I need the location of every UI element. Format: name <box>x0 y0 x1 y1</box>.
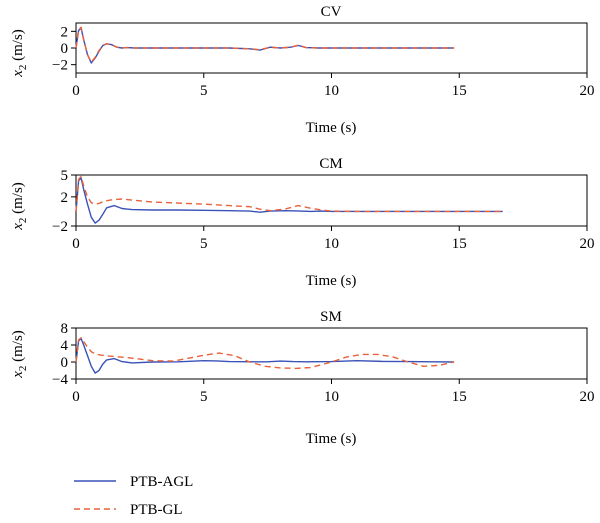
legend-label-ptb-agl: PTB-AGL <box>130 474 193 490</box>
series-line-ptb-gl <box>75 337 455 370</box>
legend: PTB-AGL PTB-GL <box>74 474 193 518</box>
y-axis-label-var: x <box>10 371 26 379</box>
y-axis-label-sub: 2 <box>17 366 29 372</box>
x-axis-label: Time (s) <box>306 273 357 289</box>
panel-title: CV <box>321 4 342 20</box>
y-axis-label-var: x <box>10 70 26 78</box>
y-axis-label-unit: (m/s) <box>10 330 26 362</box>
x-tick-label: 5 <box>200 236 208 252</box>
y-axis-label: x2 (m/s) <box>10 182 29 231</box>
svg-text:x2 (m/s): x2 (m/s) <box>10 330 29 379</box>
y-tick-label: 8 <box>61 321 69 337</box>
y-tick-label: 0 <box>61 355 69 371</box>
x-tick-label: 0 <box>72 389 80 405</box>
x-tick-label: 0 <box>72 83 80 99</box>
svg-text:x2 (m/s): x2 (m/s) <box>10 182 29 231</box>
x-tick-label: 10 <box>324 389 339 405</box>
y-tick-label: −4 <box>52 372 68 388</box>
y-axis-label-var: x <box>10 223 26 231</box>
x-tick-label: 15 <box>452 389 467 405</box>
series-line-ptb-gl <box>75 26 455 63</box>
y-axis-label-sub: 2 <box>17 65 29 71</box>
y-tick-label: 2 <box>61 24 69 40</box>
series-line-ptb-agl <box>75 337 455 374</box>
axes-frame <box>75 327 588 380</box>
x-tick-label: 15 <box>452 83 467 99</box>
y-tick-label: −2 <box>52 58 68 74</box>
y-tick-label: 2 <box>61 190 69 206</box>
x-tick-label: 20 <box>580 389 595 405</box>
legend-label-ptb-gl: PTB-GL <box>130 502 183 518</box>
axes-frame <box>75 174 588 227</box>
x-tick-label: 10 <box>324 83 339 99</box>
y-axis-label-sub: 2 <box>17 218 29 224</box>
x-tick-label: 20 <box>580 236 595 252</box>
x-tick-label: 0 <box>72 236 80 252</box>
x-tick-label: 20 <box>580 83 595 99</box>
x-tick-label: 5 <box>200 83 208 99</box>
y-axis-label: x2 (m/s) <box>10 330 29 379</box>
panel-cv: CV x2 (m/s) Time (s) <box>10 4 356 136</box>
x-tick-label: 15 <box>452 236 467 252</box>
x-axis-label: Time (s) <box>306 431 357 447</box>
y-tick-label: −2 <box>52 219 68 235</box>
panel-title: CM <box>319 156 342 172</box>
y-tick-label: 4 <box>61 338 69 354</box>
panel-title: SM <box>320 309 342 325</box>
panel-sm: SM x2 (m/s) Time (s) <box>10 309 356 447</box>
y-axis-label-unit: (m/s) <box>10 182 26 214</box>
x-tick-label: 5 <box>200 389 208 405</box>
series-line-ptb-gl <box>75 175 503 213</box>
panel-cm: CM x2 (m/s) Time (s) <box>10 156 356 289</box>
plot-area-cm: 0 5 10 15 20 5 2 −2 <box>52 168 594 252</box>
series-line-ptb-agl <box>75 27 455 64</box>
x-tick-label: 10 <box>324 236 339 252</box>
y-axis-label-unit: (m/s) <box>10 29 26 61</box>
x-axis-label: Time (s) <box>306 120 357 136</box>
y-tick-label: 5 <box>61 168 69 184</box>
svg-text:x2 (m/s): x2 (m/s) <box>10 29 29 78</box>
y-axis-label: x2 (m/s) <box>10 29 29 78</box>
y-tick-label: 0 <box>61 41 69 57</box>
